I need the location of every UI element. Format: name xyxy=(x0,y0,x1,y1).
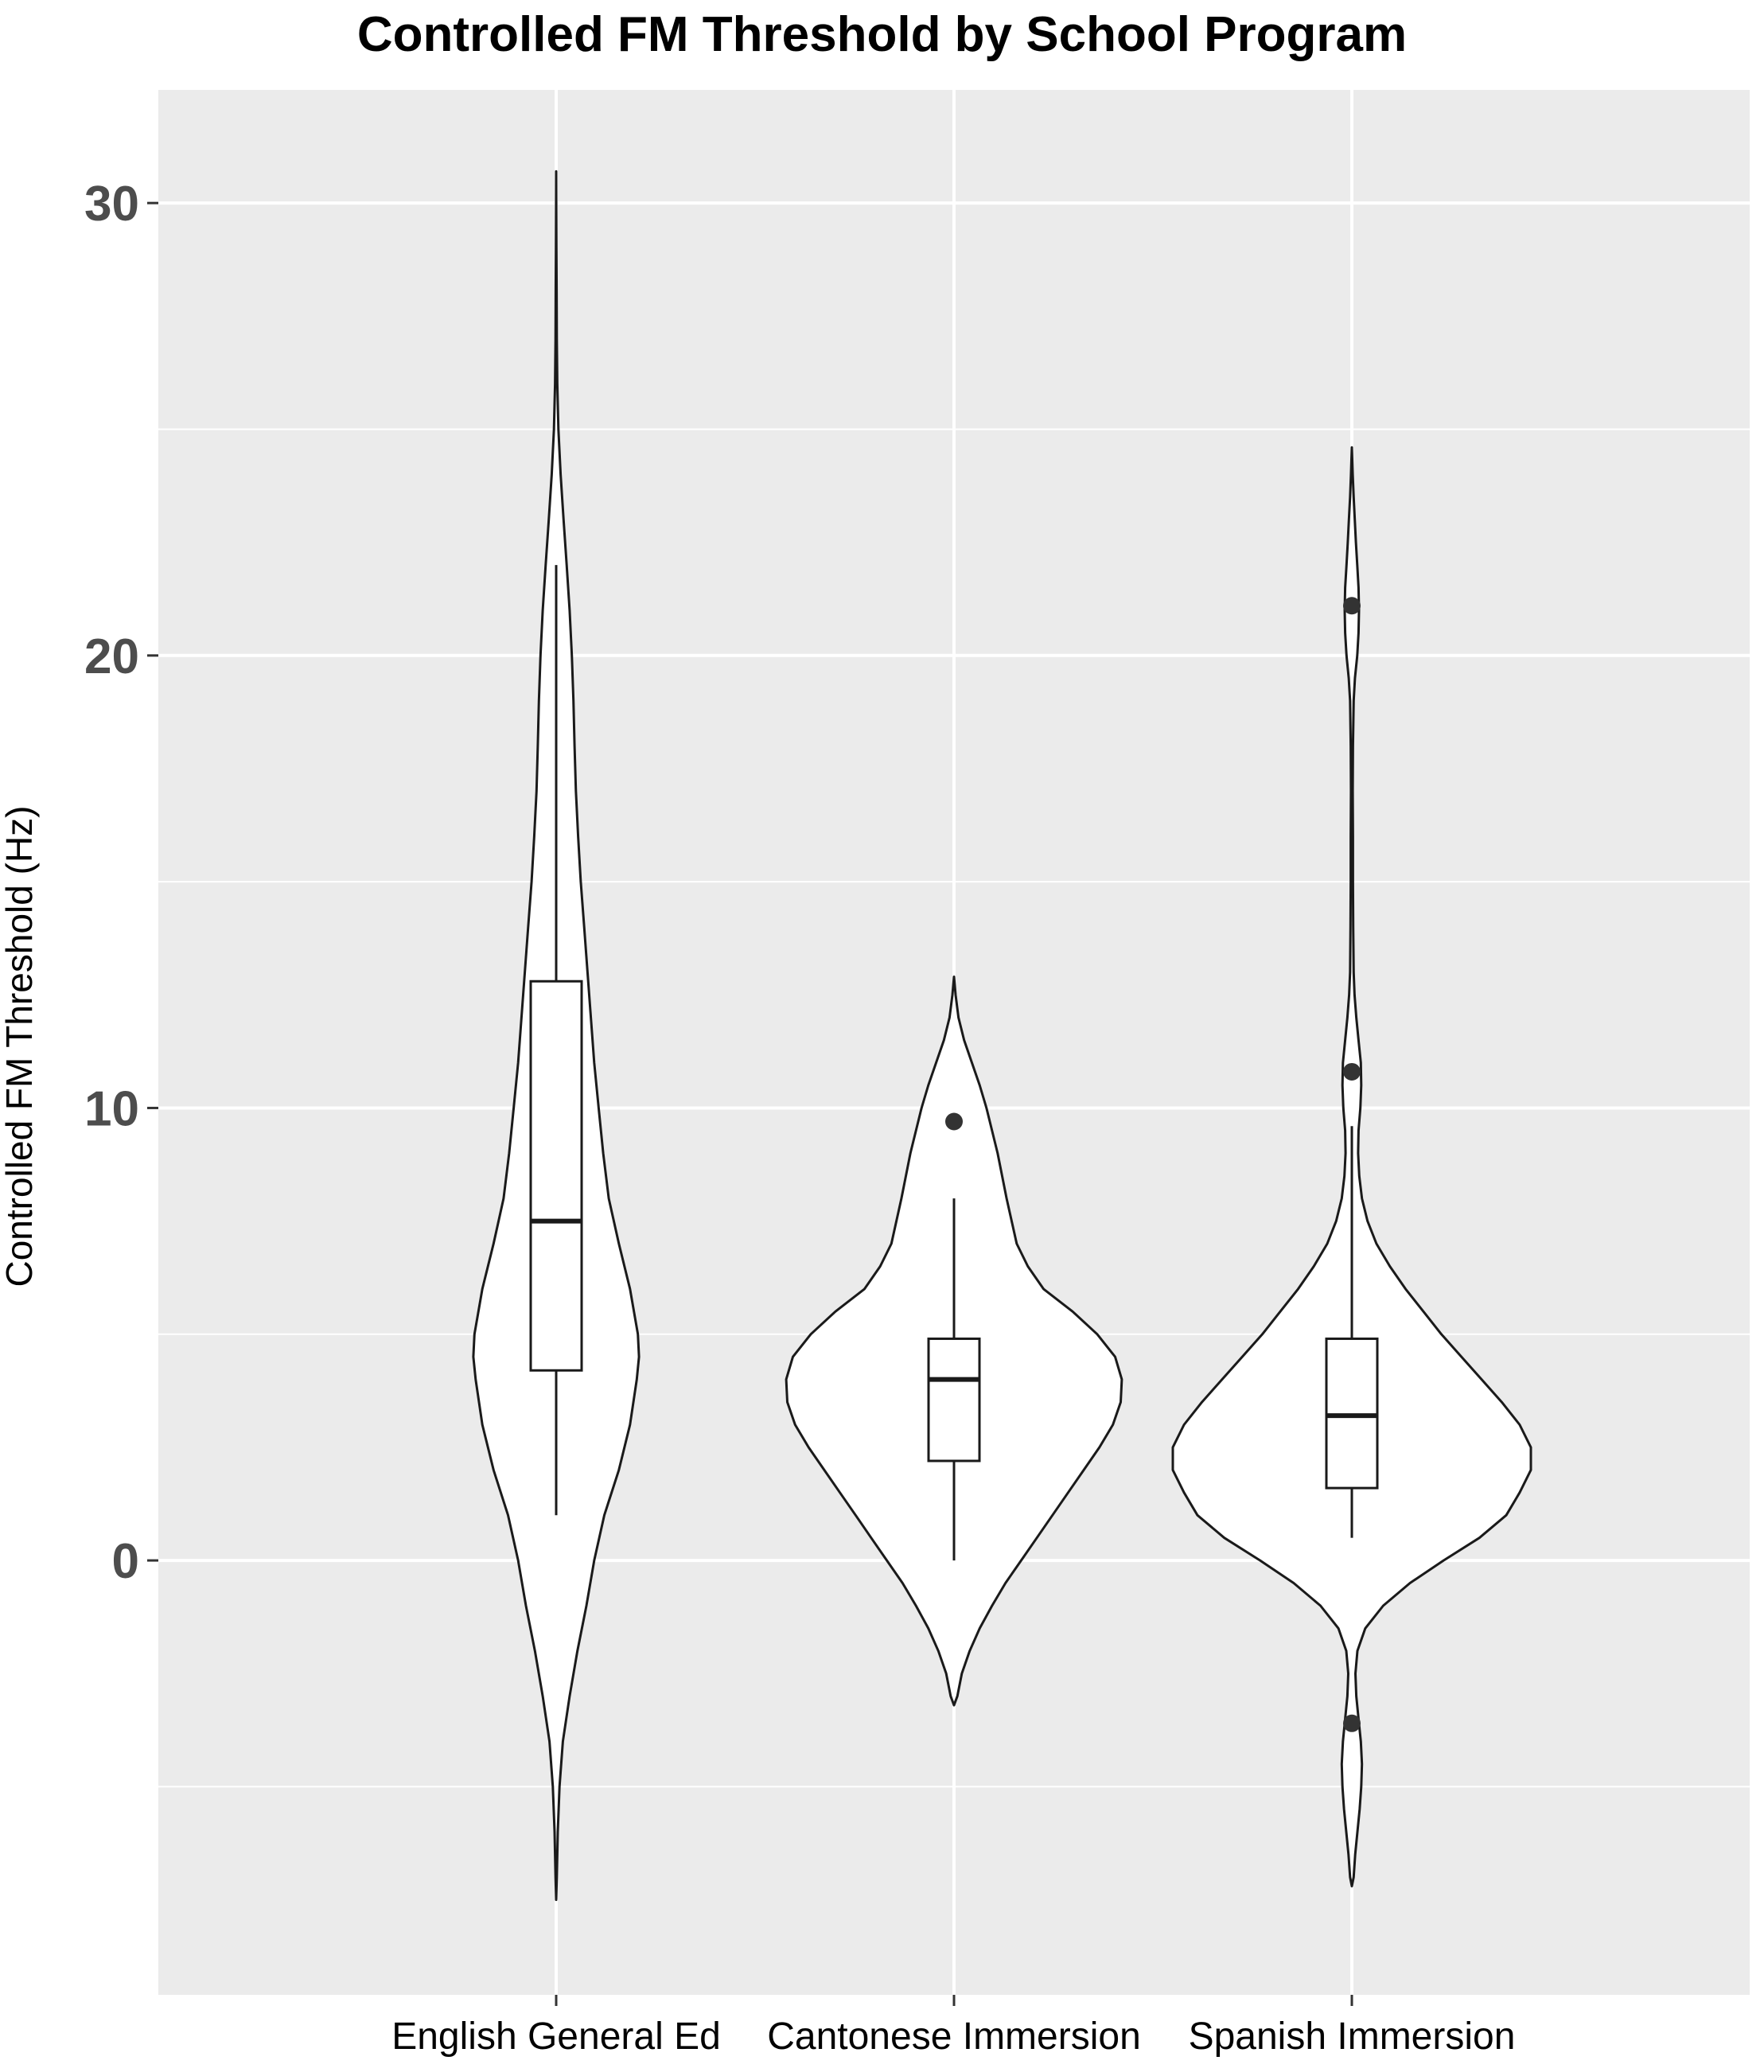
x-tick-label: Spanish Immersion xyxy=(1189,2016,1516,2058)
outlier-point xyxy=(1343,1714,1361,1732)
x-axis-ticks: English General Ed Cantonese Immersion Spa… xyxy=(391,1995,1515,2058)
outlier-point xyxy=(945,1112,963,1131)
y-tick-label: 30 xyxy=(84,177,139,232)
y-tick-label: 20 xyxy=(84,629,139,684)
y-axis-ticks: 0 10 20 30 xyxy=(84,177,158,1589)
outlier-point xyxy=(1343,597,1361,615)
x-tick-label: English General Ed xyxy=(391,2016,721,2058)
chart-title: Controlled FM Threshold by School Progra… xyxy=(356,7,1408,62)
y-tick-label: 0 xyxy=(112,1534,139,1589)
boxplots xyxy=(529,565,1379,1561)
x-tick-label: Cantonese Immersion xyxy=(767,2016,1141,2058)
box-iqr xyxy=(927,1337,981,1462)
y-tick-label: 10 xyxy=(84,1081,139,1136)
outlier-points xyxy=(945,597,1361,1732)
outlier-point xyxy=(1343,1062,1361,1081)
box-iqr xyxy=(529,980,583,1372)
